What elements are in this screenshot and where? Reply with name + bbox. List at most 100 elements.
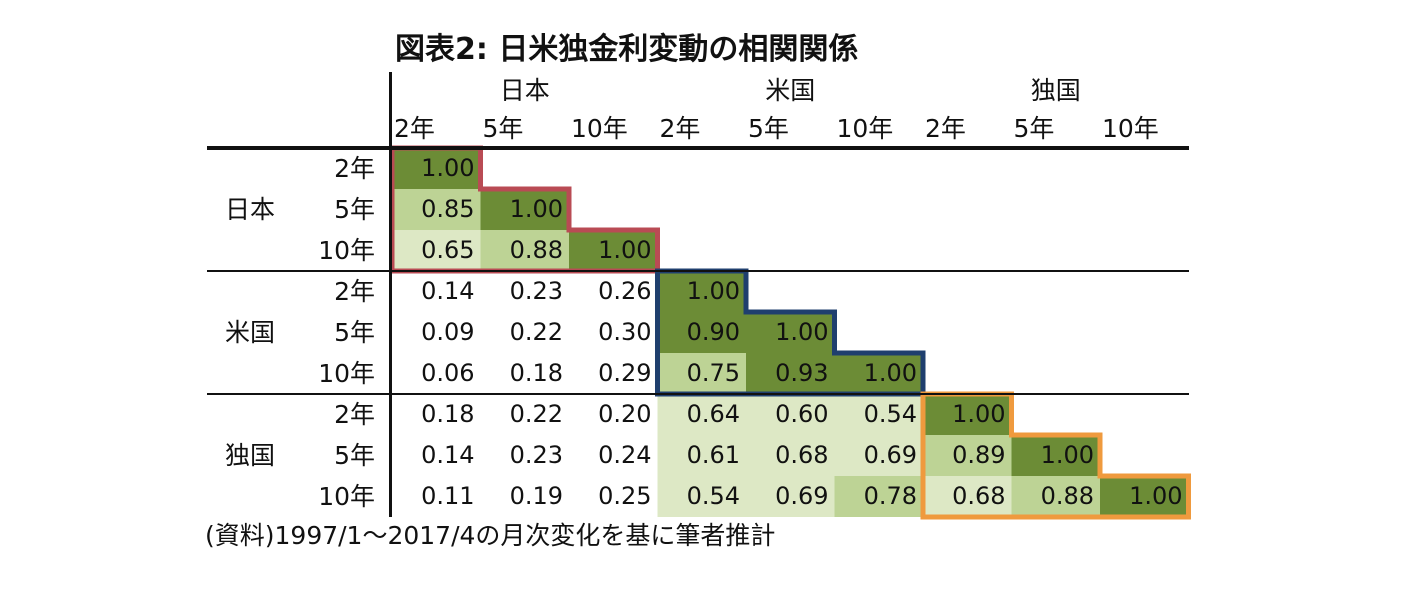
heatmap-cell-bg xyxy=(392,230,481,271)
column-group-label: 米国 xyxy=(765,76,816,105)
row-maturity-label: 10年 xyxy=(318,482,375,511)
heatmap-cell-bg xyxy=(657,435,746,476)
column-group-label: 日本 xyxy=(499,76,550,105)
heatmap-cell-bg xyxy=(1100,476,1189,517)
heatmap-cell-bg xyxy=(657,394,746,435)
heatmap-cell-value: 0.90 xyxy=(686,318,740,346)
heatmap-cell-value: 1.00 xyxy=(598,236,652,264)
row-maturity-label: 2年 xyxy=(334,154,375,183)
heatmap-cell-value: 0.24 xyxy=(598,441,652,469)
heatmap-cell-value: 0.06 xyxy=(421,359,475,387)
heatmap-cell-value: 1.00 xyxy=(509,195,563,223)
heatmap-cell-bg xyxy=(657,353,746,394)
heatmap-cell-bg xyxy=(569,230,658,271)
heatmap-cell-bg xyxy=(392,189,481,230)
heatmap-cell-bg xyxy=(746,435,835,476)
heatmap-cell-value: 0.88 xyxy=(1040,482,1094,510)
heatmap-cell-bg xyxy=(923,476,1012,517)
heatmap-cell-bg xyxy=(1011,435,1100,476)
row-maturity-label: 5年 xyxy=(334,441,375,470)
row-maturity-label: 10年 xyxy=(318,359,375,388)
heatmap-cell-value: 0.14 xyxy=(421,277,475,305)
heatmap-cell-value: 0.75 xyxy=(686,359,740,387)
column-maturity-label: 10年 xyxy=(1102,114,1159,143)
heatmap-cell-value: 1.00 xyxy=(952,400,1006,428)
heatmap-cell-value: 0.69 xyxy=(863,441,917,469)
column-maturity-label: 5年 xyxy=(482,114,524,143)
heatmap-cell-bg xyxy=(834,435,923,476)
row-maturity-label: 5年 xyxy=(334,195,375,224)
heatmap-cell-bg xyxy=(923,394,1012,435)
column-maturity-label: 5年 xyxy=(748,114,789,143)
heatmap-cell-value: 0.93 xyxy=(775,359,829,387)
heatmap-cell-value: 0.29 xyxy=(598,359,652,387)
row-maturity-label: 10年 xyxy=(318,236,375,265)
heatmap-cell-value: 1.00 xyxy=(863,359,917,387)
column-maturity-label: 2年 xyxy=(925,114,966,143)
heatmap-cell-bg xyxy=(834,394,923,435)
row-maturity-label: 5年 xyxy=(334,318,375,347)
heatmap-cell-value: 1.00 xyxy=(1040,441,1094,469)
heatmap-cell-bg xyxy=(392,148,481,189)
heatmap-cell-value: 1.00 xyxy=(775,318,829,346)
heatmap-cell-value: 0.54 xyxy=(863,400,917,428)
heatmap-cell-bg xyxy=(834,353,923,394)
column-group-label: 独国 xyxy=(1030,76,1081,105)
heatmap-cell-value: 0.88 xyxy=(509,236,563,264)
heatmap-cell-bg xyxy=(746,353,835,394)
heatmap-cell-value: 0.30 xyxy=(598,318,652,346)
row-maturity-label: 2年 xyxy=(334,400,375,429)
heatmap-cell-value: 0.18 xyxy=(421,400,475,428)
heatmap-cell-bg xyxy=(1011,476,1100,517)
heatmap-cell-bg xyxy=(834,476,923,517)
heatmap-cell-value: 0.09 xyxy=(421,318,475,346)
chart-title: 図表2: 日米独金利変動の相関関係 xyxy=(395,32,859,67)
column-maturity-label: 10年 xyxy=(836,114,894,143)
heatmap-cell-bg xyxy=(746,312,835,353)
heatmap-cell-value: 0.64 xyxy=(686,400,740,428)
header-rule xyxy=(207,146,1189,150)
heatmap-cell-value: 1.00 xyxy=(421,154,475,182)
row-group-label: 米国 xyxy=(224,318,275,347)
heatmap-cell-value: 0.23 xyxy=(509,277,563,305)
heatmap-cell-value: 1.00 xyxy=(1129,482,1183,510)
heatmap-cell-value: 0.68 xyxy=(952,482,1006,510)
heatmap-cell-value: 0.60 xyxy=(775,400,829,428)
heatmap-cell-value: 0.22 xyxy=(509,400,563,428)
heatmap-cell-bg xyxy=(657,271,746,312)
heatmap-cell-bg xyxy=(746,394,835,435)
column-maturity-label: 10年 xyxy=(571,114,628,143)
heatmap-cell-value: 1.00 xyxy=(686,277,740,305)
row-group-label: 日本 xyxy=(224,195,275,224)
group-separator xyxy=(207,270,1189,272)
group-separator xyxy=(207,393,1189,395)
heatmap-cell-value: 0.19 xyxy=(509,482,563,510)
heatmap-cell-value: 0.89 xyxy=(952,441,1006,469)
heatmap-cell-value: 0.78 xyxy=(863,482,917,510)
column-maturity-label: 5年 xyxy=(1013,114,1055,143)
heatmap-cell-bg xyxy=(480,189,569,230)
heatmap-cell-bg xyxy=(480,230,569,271)
heatmap-cell-value: 0.22 xyxy=(509,318,563,346)
heatmap-cell-value: 0.25 xyxy=(598,482,652,510)
heatmap-cell-value: 0.85 xyxy=(421,195,475,223)
row-maturity-label: 2年 xyxy=(334,277,375,306)
column-maturity-label: 2年 xyxy=(659,114,701,143)
row-header-divider xyxy=(389,72,392,517)
row-group-label: 独国 xyxy=(224,441,275,470)
heatmap-cell-value: 0.68 xyxy=(775,441,829,469)
heatmap-cell-bg xyxy=(657,312,746,353)
heatmap-cell-value: 0.65 xyxy=(421,236,475,264)
column-maturity-label: 2年 xyxy=(394,114,435,143)
heatmap-cell-value: 0.14 xyxy=(421,441,475,469)
source-note: (資料)1997/1〜2017/4の月次変化を基に筆者推計 xyxy=(205,521,776,550)
highlight-frame xyxy=(920,391,1191,520)
heatmap-cell-bg xyxy=(923,435,1012,476)
heatmap-cell-bg xyxy=(746,476,835,517)
heatmap-cell-value: 0.23 xyxy=(509,441,563,469)
heatmap-cell-value: 0.26 xyxy=(598,277,652,305)
heatmap-cell-value: 0.11 xyxy=(421,482,475,510)
heatmap-cell-value: 0.54 xyxy=(686,482,740,510)
